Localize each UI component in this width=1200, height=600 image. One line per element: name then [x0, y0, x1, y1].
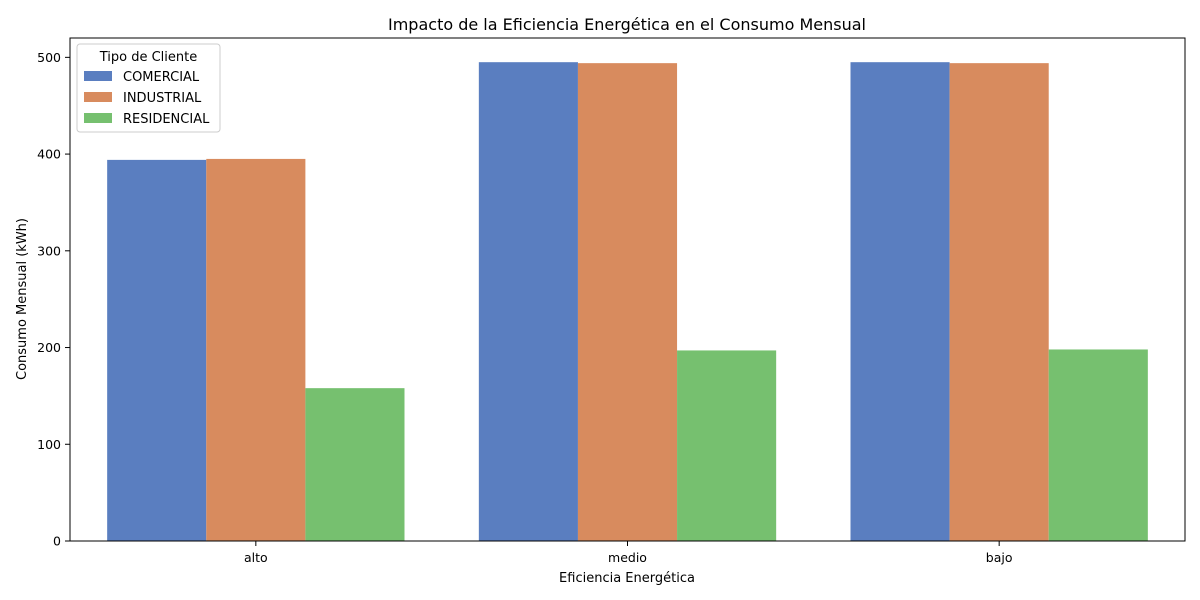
y-tick-label: 100	[37, 437, 61, 452]
legend-swatch-industrial	[84, 92, 112, 102]
bar-residencial-bajo	[1048, 349, 1148, 541]
legend: Tipo de Cliente COMERCIAL INDUSTRIAL RESIDE…	[76, 43, 221, 133]
x-tick-label: alto	[244, 550, 268, 565]
x-axis-label: Eficiencia Energética	[559, 571, 695, 586]
y-tick-label: 400	[37, 147, 61, 162]
bar-industrial-alto	[206, 158, 306, 542]
legend-title: Tipo de Cliente	[99, 50, 198, 65]
bar-residencial-medio	[677, 350, 777, 541]
legend-label-residencial: RESIDENCIAL	[123, 112, 210, 127]
y-tick-label: 0	[53, 534, 61, 549]
bar-residencial-alto	[305, 388, 405, 541]
plot-area: alto medio bajo 0 100 200 300 400 500	[37, 37, 1186, 565]
legend-label-comercial: COMERCIAL	[123, 70, 200, 85]
x-tick-label: medio	[608, 550, 647, 565]
bar-comercial-medio	[478, 62, 578, 542]
y-axis-label: Consumo Mensual (kWh)	[15, 218, 30, 380]
chart-title: Impacto de la Eficiencia Energética en e…	[388, 15, 866, 34]
x-tick-label: bajo	[986, 550, 1013, 565]
legend-box	[76, 43, 221, 133]
legend-swatch-comercial	[84, 71, 112, 81]
y-tick-label: 300	[37, 243, 61, 258]
y-tick-label: 500	[37, 50, 61, 65]
bar-comercial-bajo	[850, 62, 950, 542]
legend-swatch-residencial	[84, 113, 112, 123]
bar-industrial-bajo	[949, 63, 1049, 542]
bar-comercial-alto	[107, 159, 207, 541]
bar-industrial-medio	[577, 63, 678, 542]
y-tick-label: 200	[37, 340, 61, 355]
legend-label-industrial: INDUSTRIAL	[123, 91, 202, 106]
